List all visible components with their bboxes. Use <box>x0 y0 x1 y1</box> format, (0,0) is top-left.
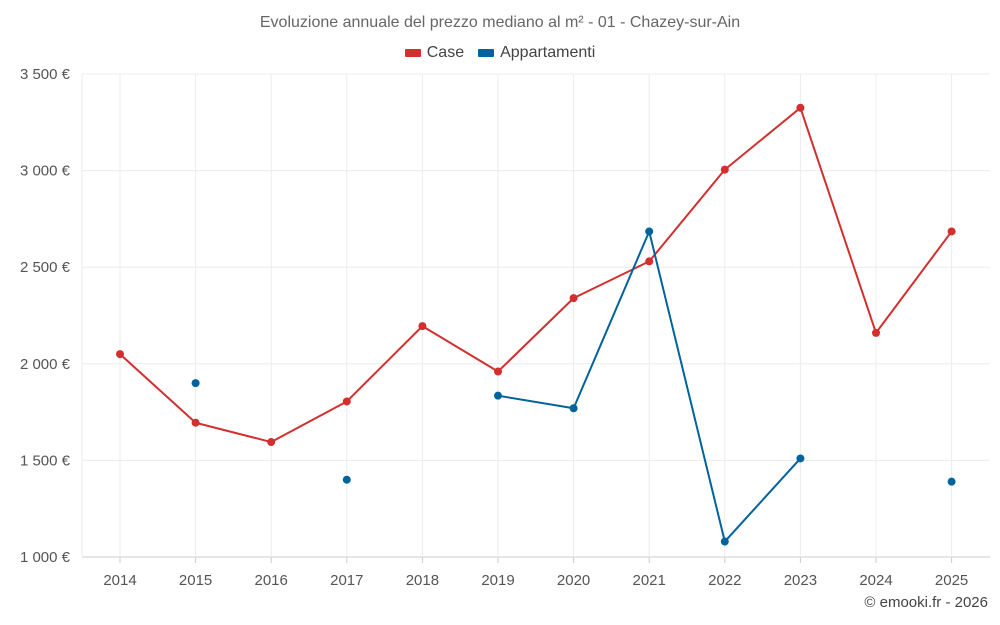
data-point-appartamenti <box>796 454 805 463</box>
y-tick-label: 2 000 € <box>20 356 71 373</box>
x-tick-label: 2024 <box>859 572 892 589</box>
x-tick-label: 2020 <box>557 572 590 589</box>
x-tick-label: 2016 <box>255 572 288 589</box>
data-point-case <box>494 367 502 376</box>
legend-swatch-appartamenti <box>478 49 495 57</box>
x-tick-label: 2014 <box>103 572 136 589</box>
x-tick-label: 2022 <box>708 572 741 589</box>
data-point-case <box>645 257 654 266</box>
data-point-case <box>569 294 578 303</box>
data-point-case <box>342 397 351 406</box>
data-point-case <box>720 165 729 174</box>
data-point-case <box>947 227 956 236</box>
data-point-appartamenti <box>645 227 654 236</box>
y-tick-label: 1 500 € <box>20 452 71 469</box>
y-tick-label: 2 500 € <box>20 259 71 276</box>
chart-title: Evoluzione annuale del prezzo mediano al… <box>259 14 741 31</box>
data-point-appartamenti <box>494 391 502 400</box>
y-tick-label: 1 000 € <box>20 549 71 566</box>
x-tick-label: 2019 <box>481 572 514 589</box>
legend-label-case: Case <box>426 44 465 61</box>
x-tick-label: 2021 <box>633 572 666 589</box>
data-point-case <box>872 328 880 337</box>
data-point-case <box>796 103 805 112</box>
data-point-appartamenti <box>342 475 351 484</box>
x-tick-label: 2017 <box>330 572 363 589</box>
x-tick-label: 2023 <box>784 572 817 589</box>
legend-item-case[interactable]: Case <box>404 44 465 62</box>
x-tick-label: 2025 <box>935 572 968 589</box>
y-tick-label: 3 500 € <box>20 66 71 83</box>
x-tick-label: 2018 <box>406 572 439 589</box>
legend-label-appartamenti: Appartamenti <box>500 44 596 61</box>
data-point-case <box>267 438 276 447</box>
legend: Case Appartamenti <box>0 44 1000 62</box>
series-line-case <box>119 106 953 444</box>
data-point-case <box>116 350 124 359</box>
y-tick-label: 3 000 € <box>20 163 71 180</box>
data-point-case <box>418 322 427 331</box>
legend-item-appartamenti[interactable]: Appartamenti <box>478 44 595 62</box>
data-point-appartamenti <box>191 379 200 388</box>
data-point-case <box>191 418 200 427</box>
legend-swatch-case <box>404 49 421 57</box>
credit-text: © emooki.fr - 2026 <box>864 594 988 611</box>
x-tick-label: 2015 <box>179 572 212 589</box>
data-point-appartamenti <box>947 477 956 486</box>
data-point-appartamenti <box>569 404 578 413</box>
data-point-appartamenti <box>720 537 729 546</box>
